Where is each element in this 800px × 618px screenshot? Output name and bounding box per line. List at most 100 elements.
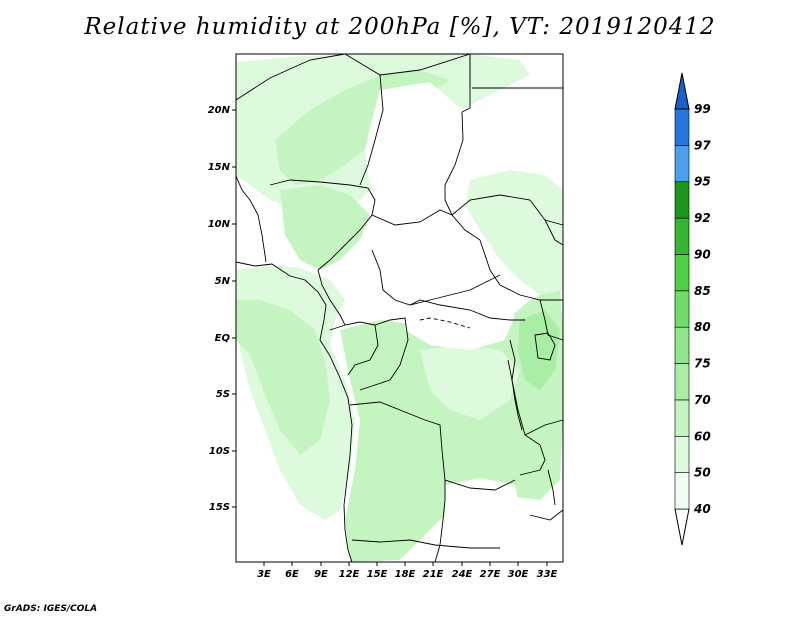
colorbar-label: 85 xyxy=(694,284,711,298)
border-drc-north xyxy=(409,299,525,321)
grads-credit: GrADS: IGES/COLA xyxy=(4,604,98,614)
lat-label: 5S xyxy=(216,389,230,400)
lon-tick-21e: 21E xyxy=(423,562,444,580)
lon-label: 21E xyxy=(423,569,444,580)
lon-label: 12E xyxy=(339,569,360,580)
border-kenya xyxy=(539,299,564,341)
lat-label: 10N xyxy=(208,219,231,230)
colorbar-label: 99 xyxy=(694,102,711,116)
colorbar-label: 80 xyxy=(694,320,711,334)
colorbar-label: 70 xyxy=(694,393,711,407)
lon-tick-33e: 33E xyxy=(537,562,558,580)
map-title: Relative humidity at 200hPa [%], VT: 201… xyxy=(84,14,716,40)
colorbar-label: 50 xyxy=(694,466,711,480)
lat-label: 20N xyxy=(208,105,231,116)
lon-tick-6e: 6E xyxy=(285,562,299,580)
lon-tick-18e: 18E xyxy=(395,562,416,580)
lon-label: 6E xyxy=(285,569,299,580)
country-borders xyxy=(235,53,564,563)
colorbar-label: 60 xyxy=(694,429,711,443)
lat-label: EQ xyxy=(215,333,231,344)
lat-tick-5s: 5S xyxy=(216,389,236,400)
lon-label: 30E xyxy=(508,569,529,580)
border-nigeria xyxy=(269,179,376,271)
colorbar-segment xyxy=(674,254,690,292)
border-tanzania xyxy=(524,419,564,436)
lon-tick-15e: 15E xyxy=(367,562,388,580)
border-namibia xyxy=(351,539,500,549)
coastline-west xyxy=(235,261,353,563)
lake-tanganyika xyxy=(507,359,523,431)
latitude-axis: 20N 15N 10N 5N EQ 5S 10S 15S xyxy=(208,105,236,513)
border-algeria-niger xyxy=(235,53,346,101)
border-congo xyxy=(359,317,409,391)
border-niger-chad xyxy=(359,74,384,186)
lon-tick-9e: 9E xyxy=(314,562,328,580)
border-gabon xyxy=(329,321,379,376)
lon-label: 9E xyxy=(314,569,328,580)
border-chad-south xyxy=(371,209,481,241)
border-cameroon xyxy=(317,269,346,326)
lat-label: 10S xyxy=(209,446,230,457)
colorbar-segment xyxy=(674,290,690,328)
colorbar-segment xyxy=(674,472,690,510)
longitude-axis: 3E 6E 9E 12E 15E 18E 21E 24E 27E 30E 33E xyxy=(257,562,558,580)
border-south-sudan xyxy=(479,239,563,301)
lat-tick-10n: 10N xyxy=(208,219,236,230)
map-frame xyxy=(235,53,564,563)
border-mozambique xyxy=(529,509,564,521)
humidity-patch-east xyxy=(518,310,560,390)
colorbar-upper-arrow xyxy=(674,72,690,110)
border-west-coast-north xyxy=(235,175,267,263)
lon-label: 33E xyxy=(537,569,558,580)
lon-label: 3E xyxy=(257,569,271,580)
lake-victoria xyxy=(534,332,556,361)
colorbar-label: 75 xyxy=(694,357,711,371)
colorbar-label: 40 xyxy=(693,502,711,516)
colorbar-segment xyxy=(674,181,690,219)
border-drc-angola xyxy=(349,401,516,491)
border-libya xyxy=(344,53,471,113)
dry-region-car xyxy=(375,230,495,285)
dry-region-angola-south xyxy=(445,478,520,540)
colorbar-segment xyxy=(674,399,690,437)
lon-tick-12e: 12E xyxy=(339,562,360,580)
colorbar-label: 90 xyxy=(694,247,711,261)
colorbar-segment xyxy=(674,326,690,364)
humidity-block-north-east xyxy=(465,170,563,295)
map-panel xyxy=(235,53,564,563)
border-sudan-east xyxy=(451,194,564,226)
lat-tick-5n: 5N xyxy=(215,276,236,287)
border-chad-sudan xyxy=(444,111,464,216)
border-zambia xyxy=(434,480,446,563)
border-ethiopia xyxy=(544,219,564,246)
lake-malawi xyxy=(547,469,556,506)
lon-tick-3e: 3E xyxy=(257,562,271,580)
lon-tick-24e: 24E xyxy=(452,562,473,580)
lat-tick-15n: 15N xyxy=(208,162,236,173)
lat-label: 5N xyxy=(215,276,231,287)
lon-label: 24E xyxy=(452,569,473,580)
humidity-block-south-light xyxy=(420,345,520,420)
lon-label: 27E xyxy=(480,569,501,580)
lon-label: 15E xyxy=(367,569,388,580)
lat-tick-10s: 10S xyxy=(209,446,236,457)
lat-tick-20n: 20N xyxy=(208,105,236,116)
lat-label: 15S xyxy=(209,502,230,513)
dry-region-chad xyxy=(365,82,470,215)
dry-region-congo xyxy=(405,295,515,350)
lon-tick-27e: 27E xyxy=(480,562,501,580)
lat-label: 15N xyxy=(208,162,231,173)
colorbar-segment xyxy=(674,435,690,473)
colorbar-segment xyxy=(674,217,690,255)
border-car xyxy=(371,249,501,306)
colorbar-label: 95 xyxy=(694,175,711,189)
colorbar: 40 50 60 70 75 80 85 90 92 95 97 99 xyxy=(674,72,711,546)
lon-tick-30e: 30E xyxy=(508,562,529,580)
lat-tick-15s: 15S xyxy=(209,502,236,513)
colorbar-label: 97 xyxy=(694,138,711,152)
lat-tick-eq: EQ xyxy=(215,333,236,344)
lon-label: 18E xyxy=(395,569,416,580)
humidity-band-west-inner xyxy=(236,300,330,455)
